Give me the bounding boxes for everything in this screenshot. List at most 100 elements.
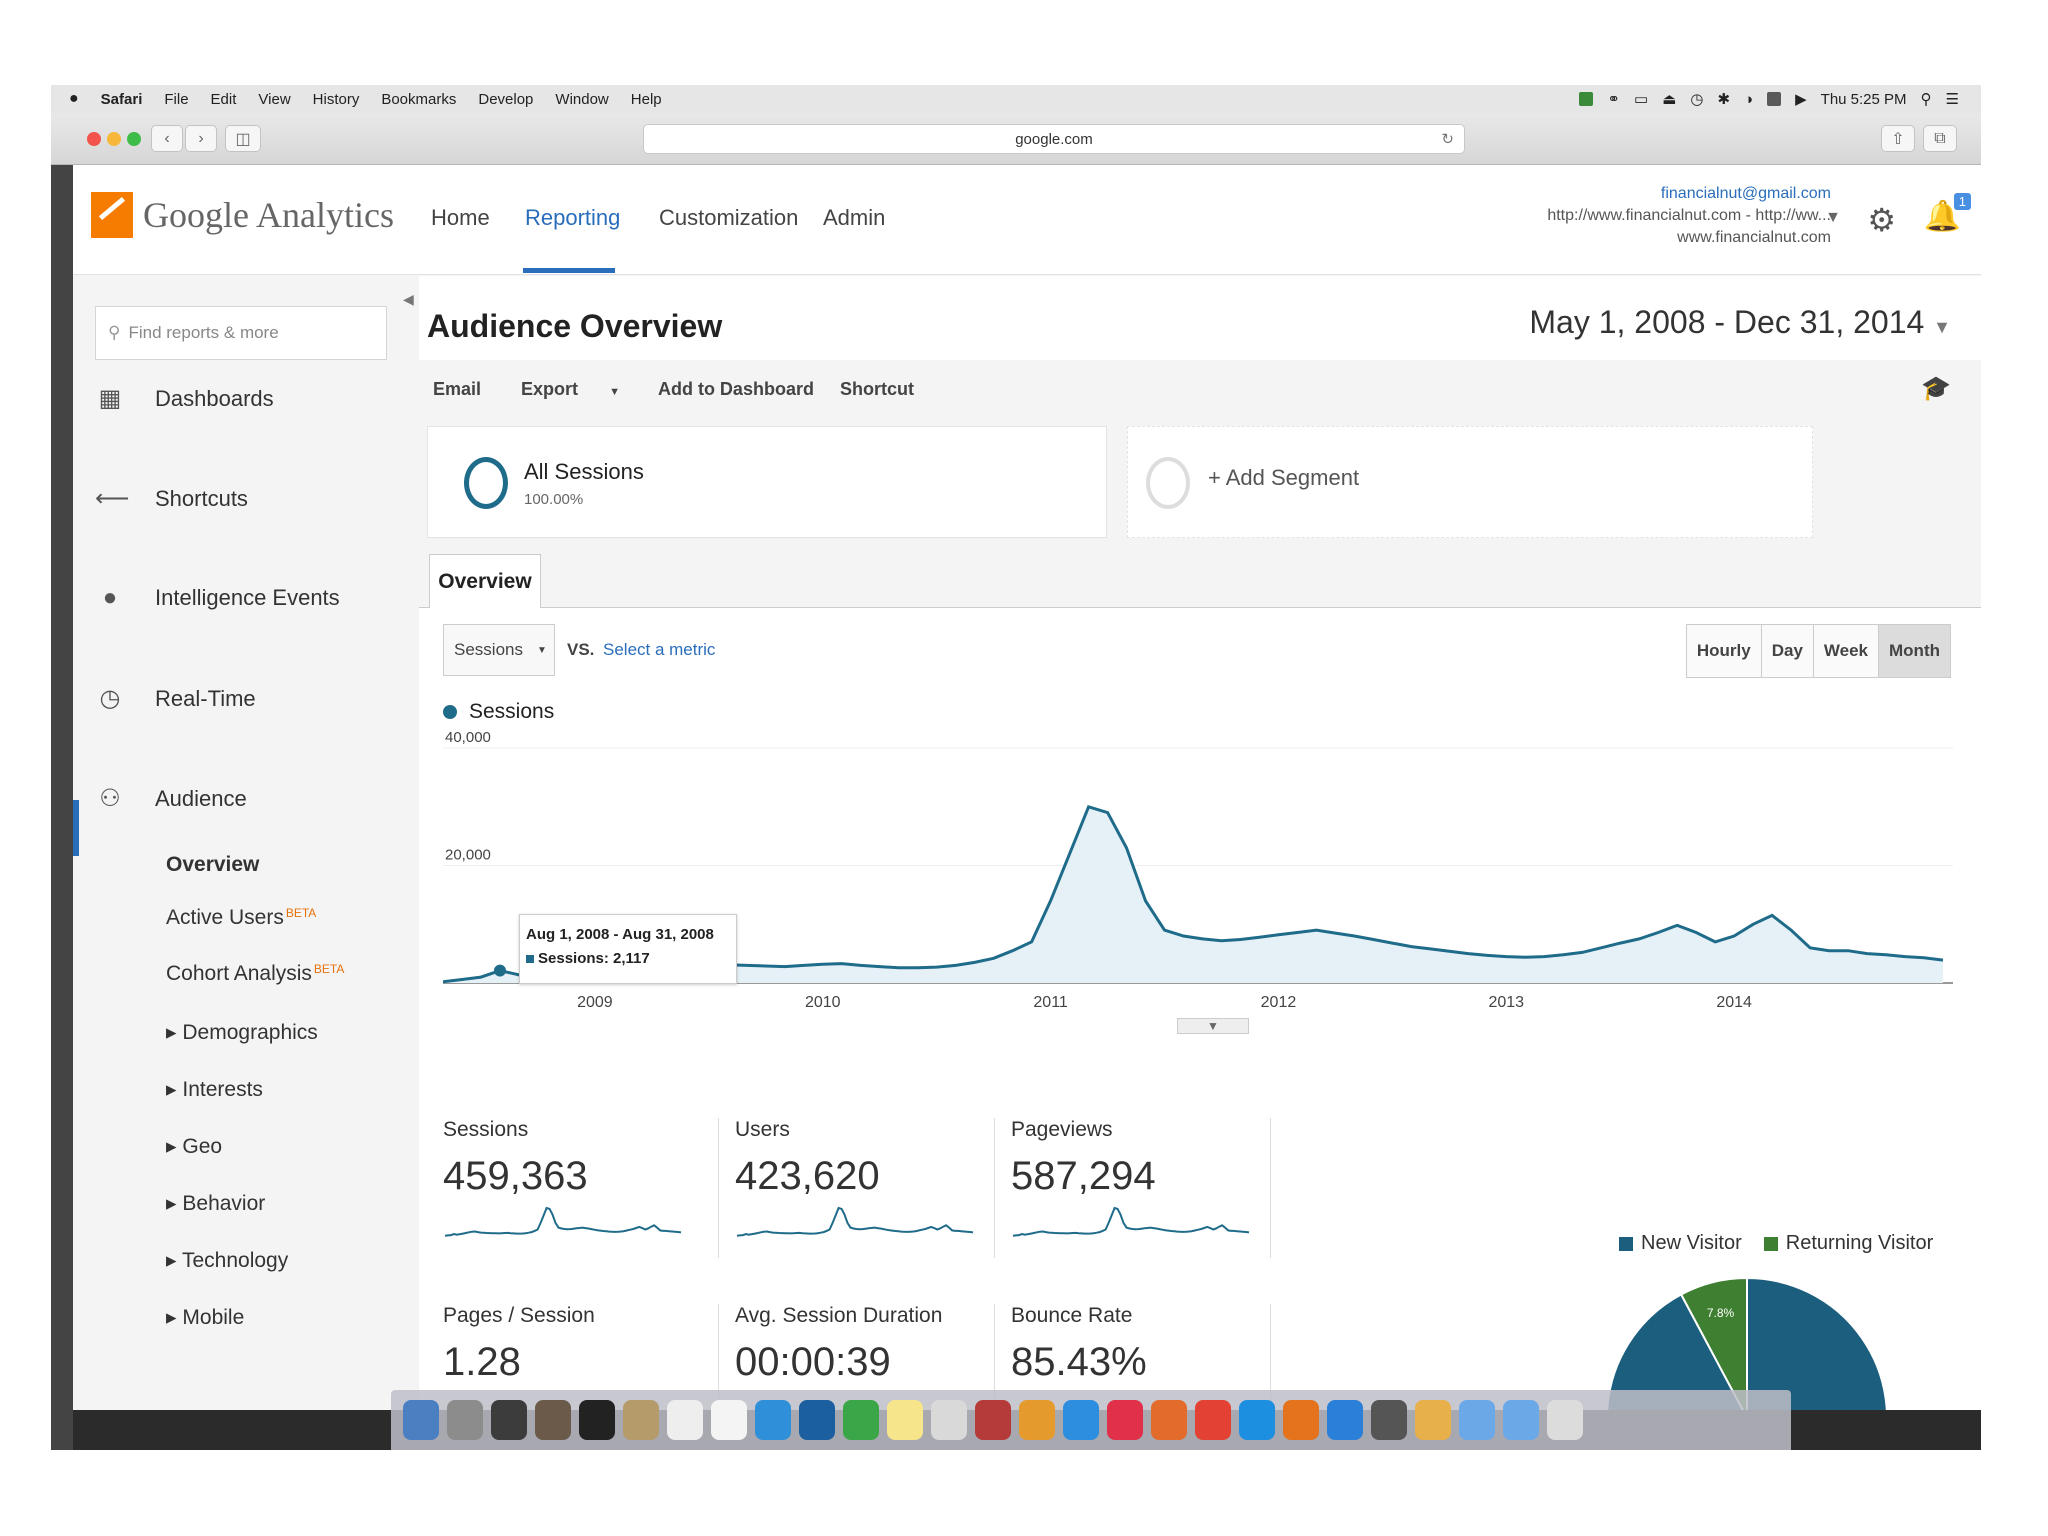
stat-pages-per-session[interactable]: Pages / Session 1.28 (443, 1304, 719, 1410)
folder-app-icon[interactable] (1019, 1400, 1055, 1440)
downloads-folder-icon[interactable] (1503, 1400, 1539, 1440)
stat-users[interactable]: Users 423,620 (719, 1118, 995, 1258)
account-selector[interactable]: financialnut@gmail.com http://www.financ… (1547, 183, 1831, 249)
granularity-week[interactable]: Week (1812, 625, 1879, 677)
menu-history[interactable]: History (312, 90, 360, 108)
back-button[interactable]: ‹ (151, 125, 183, 152)
menubar-clock[interactable]: Thu 5:25 PM (1820, 90, 1907, 108)
add-to-dashboard-button[interactable]: Add to Dashboard (657, 378, 814, 399)
menu-develop[interactable]: Develop (478, 90, 534, 108)
firefox-icon[interactable] (1283, 1400, 1319, 1440)
chrome-icon[interactable] (1195, 1400, 1231, 1440)
reminders-icon[interactable] (711, 1400, 747, 1440)
finder-icon[interactable] (403, 1400, 439, 1440)
gear-icon[interactable]: ⚙ (1867, 202, 1896, 238)
menu-file[interactable]: File (164, 90, 189, 108)
share-button[interactable]: ⇧ (1881, 125, 1915, 152)
sidebar-sub-demographics[interactable]: ▸ Demographics (166, 1020, 318, 1045)
nav-reporting[interactable]: Reporting (525, 205, 621, 230)
spotlight-icon[interactable]: ⚲ (1920, 91, 1932, 108)
facetime-icon[interactable] (843, 1400, 879, 1440)
book-app-icon[interactable] (623, 1400, 659, 1440)
applications-folder-icon[interactable] (1459, 1400, 1495, 1440)
messages-icon[interactable] (755, 1400, 791, 1440)
tab-overview[interactable]: Overview (429, 554, 541, 609)
trash-icon[interactable] (1547, 1400, 1583, 1440)
shortcut-button[interactable]: Shortcut (839, 378, 914, 399)
nav-admin[interactable]: Admin (823, 205, 886, 230)
forward-button[interactable]: › (185, 125, 217, 152)
menu-edit[interactable]: Edit (210, 90, 237, 108)
nav-home[interactable]: Home (431, 205, 490, 230)
launchpad-icon[interactable] (447, 1400, 483, 1440)
tabs-overview-button[interactable]: ⧉ (1923, 125, 1957, 152)
sidebar-sub-geo[interactable]: ▸ Geo (166, 1134, 222, 1159)
wifi-icon[interactable]: ◑ (1744, 90, 1754, 108)
granularity-month[interactable]: Month (1878, 625, 1950, 677)
sidebar-sub-interests[interactable]: ▸ Interests (166, 1077, 263, 1102)
sidebar-item-intelligence[interactable]: ● Intelligence Events (95, 584, 340, 612)
sidebar-item-shortcuts[interactable]: ⟵ Shortcuts (95, 484, 248, 513)
skype-icon[interactable] (1239, 1400, 1275, 1440)
sidebar-sub-technology[interactable]: ▸ Technology (166, 1248, 288, 1273)
itunes-icon[interactable] (1107, 1400, 1143, 1440)
reload-icon[interactable]: ↻ (1441, 131, 1454, 148)
activity-monitor-icon[interactable] (579, 1400, 615, 1440)
menu-view[interactable]: View (258, 90, 291, 108)
granularity-hourly[interactable]: Hourly (1686, 625, 1761, 677)
date-range-picker[interactable]: May 1, 2008 - Dec 31, 2014 ▼ (1529, 304, 1951, 341)
menu-window[interactable]: Window (555, 90, 609, 108)
sidebar-sub-cohort[interactable]: Cohort Analysis BETA (166, 962, 344, 986)
stat-avg-duration[interactable]: Avg. Session Duration 00:00:39 (719, 1304, 995, 1410)
export-button[interactable]: Export ▼ (507, 379, 632, 400)
sidebar-item-dashboards[interactable]: ▦ Dashboards (95, 384, 274, 413)
nav-customization[interactable]: Customization (659, 205, 799, 230)
stat-pageviews[interactable]: Pageviews 587,294 (995, 1118, 1271, 1258)
bluetooth-icon[interactable]: ✱ (1717, 91, 1731, 108)
status-app-icon[interactable] (1579, 92, 1594, 106)
app-store-icon[interactable] (1327, 1400, 1363, 1440)
add-segment-box[interactable]: + Add Segment (1127, 426, 1813, 538)
account-dropdown-icon[interactable]: ▼ (1825, 209, 1841, 226)
volume-icon[interactable]: ▶ (1795, 91, 1807, 108)
eject-icon[interactable]: ⏏ (1662, 91, 1677, 108)
sidebar-sub-behavior[interactable]: ▸ Behavior (166, 1191, 265, 1216)
close-window-button[interactable] (87, 132, 101, 146)
stat-bounce-rate[interactable]: Bounce Rate 85.43% (995, 1304, 1271, 1410)
expand-chart-handle[interactable]: ▼ (1177, 1018, 1249, 1034)
sidebar-sub-overview[interactable]: Overview (166, 853, 260, 876)
sidebar-sub-active-users[interactable]: Active Users BETA (166, 906, 316, 930)
address-bar[interactable]: google.com ↻ (643, 124, 1465, 154)
visitor-pie-chart[interactable]: 7.8% (1597, 1268, 1897, 1410)
collapse-sidebar-icon[interactable]: ◀ (403, 291, 414, 307)
sidebar-item-audience[interactable]: ⚇ Audience (95, 784, 247, 813)
email-button[interactable]: Email (433, 378, 482, 399)
graduation-cap-icon[interactable]: 🎓 (1921, 375, 1951, 402)
mission-control-icon[interactable] (491, 1400, 527, 1440)
granularity-day[interactable]: Day (1760, 625, 1813, 677)
apple-menu-icon[interactable]: ● (69, 90, 79, 107)
ibooks-icon[interactable] (1151, 1400, 1187, 1440)
zoom-window-button[interactable] (127, 132, 141, 146)
ga-logo[interactable]: Google Analytics (91, 192, 394, 238)
bell-icon[interactable]: 🔔 1 (1924, 193, 1971, 234)
menu-app-name[interactable]: Safari (100, 90, 143, 108)
select-metric-link[interactable]: Select a metric (603, 640, 716, 659)
menu-bookmarks[interactable]: Bookmarks (381, 90, 457, 108)
notes-app-icon[interactable] (535, 1400, 571, 1440)
preview-icon[interactable] (931, 1400, 967, 1440)
metric-select[interactable]: Sessions ▼ (443, 624, 555, 676)
quicktime-icon[interactable] (799, 1400, 835, 1440)
segment-all-sessions[interactable]: All Sessions 100.00% (427, 426, 1107, 538)
stickies-icon[interactable] (887, 1400, 923, 1440)
headphones-icon[interactable]: ⚭ (1607, 91, 1620, 108)
search-input[interactable]: ⚲ Find reports & more (95, 306, 387, 360)
calendar-icon[interactable] (667, 1400, 703, 1440)
minimize-window-button[interactable] (107, 132, 121, 146)
system-preferences-icon[interactable] (1371, 1400, 1407, 1440)
menu-help[interactable]: Help (630, 90, 662, 108)
sidebar-item-realtime[interactable]: ◷ Real-Time (95, 684, 256, 713)
airplay-icon[interactable]: ▭ (1634, 91, 1649, 108)
flower-app-icon[interactable] (1415, 1400, 1451, 1440)
time-machine-icon[interactable]: ◷ (1690, 91, 1704, 108)
